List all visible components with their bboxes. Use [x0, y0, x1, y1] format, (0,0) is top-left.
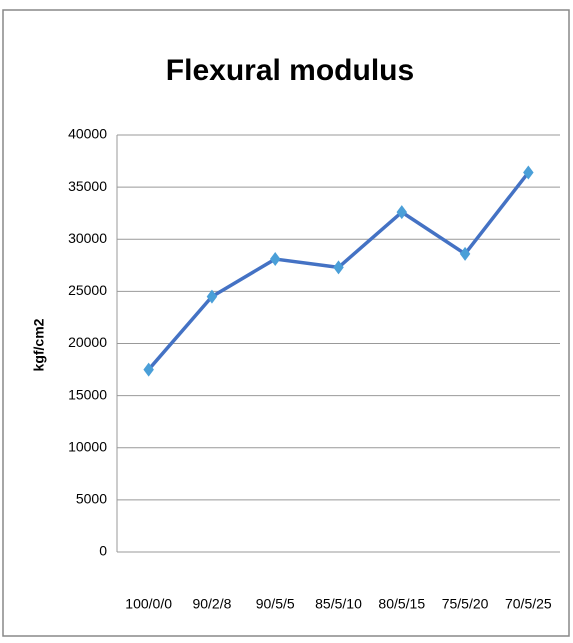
- y-tick-label: 40000: [68, 126, 107, 142]
- marker: [143, 362, 154, 377]
- y-tick-label: 0: [99, 543, 107, 559]
- x-tick-label: 70/5/25: [505, 596, 552, 612]
- y-tick-label: 5000: [76, 491, 107, 507]
- marker: [523, 165, 534, 180]
- marker: [459, 246, 471, 261]
- x-tick-label: 90/5/5: [256, 596, 295, 612]
- x-tick-label: 100/0/0: [125, 596, 172, 612]
- y-axis-label: kgf/cm2: [31, 318, 47, 371]
- y-tick-label: 30000: [68, 230, 107, 246]
- chart-border: [2, 9, 570, 637]
- x-tick-label: 80/5/15: [378, 596, 425, 612]
- marker: [396, 205, 408, 220]
- x-tick-label: 85/5/10: [315, 596, 362, 612]
- x-tick-label: 75/5/20: [442, 596, 489, 612]
- y-tick-label: 15000: [68, 386, 107, 402]
- marker: [206, 289, 218, 304]
- marker: [269, 252, 281, 267]
- y-tick-label: 20000: [68, 334, 107, 350]
- chart-title: Flexural modulus: [166, 54, 414, 87]
- y-tick-label: 10000: [68, 438, 107, 454]
- y-tick-label: 35000: [68, 178, 107, 194]
- marker: [333, 260, 344, 275]
- x-tick-label: 90/2/8: [192, 596, 231, 612]
- y-tick-label: 25000: [68, 282, 107, 298]
